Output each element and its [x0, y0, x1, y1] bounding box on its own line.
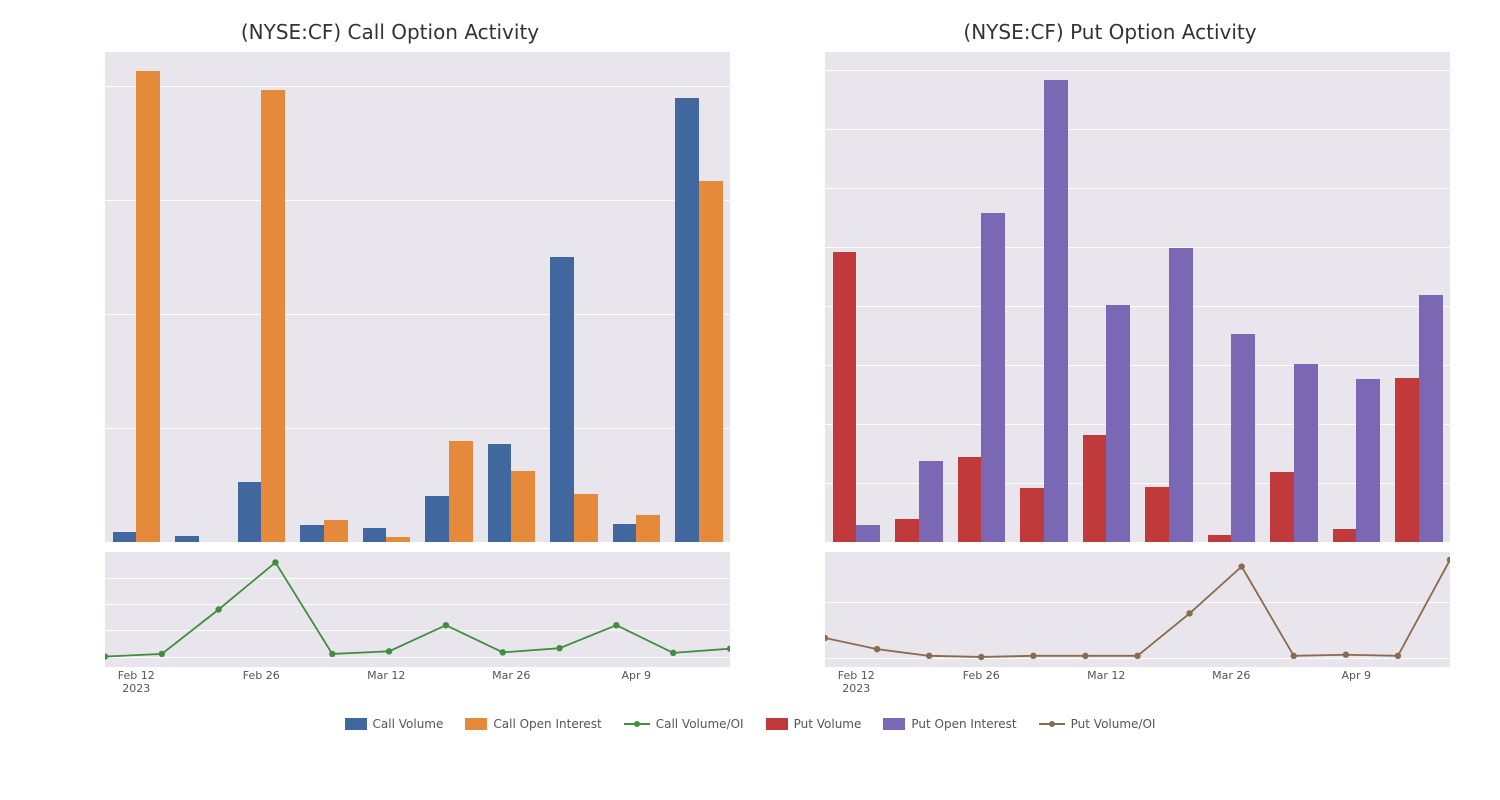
x-tick-label: Feb 122023 [118, 669, 155, 695]
x-tick-label: Apr 9 [621, 669, 651, 682]
ratio-line [105, 552, 730, 667]
bar [300, 525, 324, 542]
legend-item: Put Volume/OI [1039, 717, 1156, 731]
put-title: (NYSE:CF) Put Option Activity [770, 20, 1450, 44]
legend-label: Call Volume [373, 717, 444, 731]
legend-item: Call Volume [345, 717, 444, 731]
bar [261, 90, 285, 542]
gridline [825, 129, 1450, 130]
bar [550, 257, 574, 542]
x-tick-label: Mar 12 [1087, 669, 1125, 682]
bar [895, 519, 919, 542]
put-panel: (NYSE:CF) Put Option Activity 0500100015… [770, 20, 1450, 707]
gridline [105, 428, 730, 429]
bar [675, 98, 699, 542]
bar [1169, 248, 1193, 542]
x-tick-label: Feb 26 [963, 669, 1000, 682]
bar [856, 525, 880, 542]
legend-swatch [883, 718, 905, 730]
legend-item: Put Volume [766, 717, 862, 731]
legend-label: Call Volume/OI [656, 717, 744, 731]
bar [1044, 80, 1068, 542]
bar [1270, 472, 1294, 542]
x-tick-label: Mar 12 [367, 669, 405, 682]
call-title: (NYSE:CF) Call Option Activity [50, 20, 730, 44]
legend-label: Call Open Interest [493, 717, 601, 731]
legend-line-swatch [1039, 723, 1065, 725]
gridline [105, 86, 730, 87]
bar [1208, 535, 1232, 542]
bar [425, 496, 449, 542]
bar [1333, 529, 1357, 542]
gridline [825, 188, 1450, 189]
x-tick-label: Mar 26 [492, 669, 530, 682]
legend-swatch [345, 718, 367, 730]
bar [113, 532, 137, 542]
call-bars-plot: 0500100015002000 [105, 52, 730, 542]
put-x-axis: Feb 122023 Feb 26 Mar 12 Mar 26 Apr 9 [825, 667, 1450, 707]
bar [1294, 364, 1318, 542]
bar [613, 524, 637, 542]
bar [919, 461, 943, 542]
legend-label: Put Volume/OI [1071, 717, 1156, 731]
bar [1395, 378, 1419, 542]
bar [511, 471, 535, 542]
bar [1145, 487, 1169, 542]
bar [981, 213, 1005, 542]
legend-item: Put Open Interest [883, 717, 1016, 731]
gridline [825, 70, 1450, 71]
bar [574, 494, 598, 542]
call-panel: (NYSE:CF) Call Option Activity 050010001… [50, 20, 730, 707]
bar [175, 536, 199, 542]
bar [636, 515, 660, 542]
x-tick-label: Apr 9 [1341, 669, 1371, 682]
bar [958, 457, 982, 542]
legend: Call Volume Call Open Interest Call Volume… [20, 717, 1480, 731]
legend-swatch [766, 718, 788, 730]
bar [324, 520, 348, 542]
bar [1231, 334, 1255, 542]
legend-line-swatch [624, 723, 650, 725]
put-bars-plot: 05001000150020002500300035004000 [825, 52, 1450, 542]
gridline [105, 314, 730, 315]
bar [1106, 305, 1130, 542]
x-tick-label: Feb 122023 [838, 669, 875, 695]
gridline [825, 365, 1450, 366]
bar [488, 444, 512, 542]
bar [699, 181, 723, 542]
bar [136, 71, 160, 542]
x-tick-year: 2023 [838, 682, 875, 695]
bar [1020, 488, 1044, 542]
legend-item: Call Open Interest [465, 717, 601, 731]
x-tick-label: Mar 26 [1212, 669, 1250, 682]
legend-swatch [465, 718, 487, 730]
bar [833, 252, 857, 542]
legend-label: Put Open Interest [911, 717, 1016, 731]
x-tick-label: Feb 26 [243, 669, 280, 682]
gridline [825, 306, 1450, 307]
gridline [825, 247, 1450, 248]
bar [363, 528, 387, 542]
ratio-line [825, 552, 1450, 667]
bar [386, 537, 410, 542]
bar [449, 441, 473, 542]
legend-item: Call Volume/OI [624, 717, 744, 731]
bar [1356, 379, 1380, 542]
call-ratio-plot: 051015 [105, 552, 730, 667]
call-x-axis: Feb 122023 Feb 26 Mar 12 Mar 26 Apr 9 [105, 667, 730, 707]
gridline [105, 200, 730, 201]
bar [1419, 295, 1443, 542]
x-tick-year: 2023 [118, 682, 155, 695]
bar [1083, 435, 1107, 542]
put-ratio-plot: 050 [825, 552, 1450, 667]
bar [238, 482, 262, 542]
legend-label: Put Volume [794, 717, 862, 731]
